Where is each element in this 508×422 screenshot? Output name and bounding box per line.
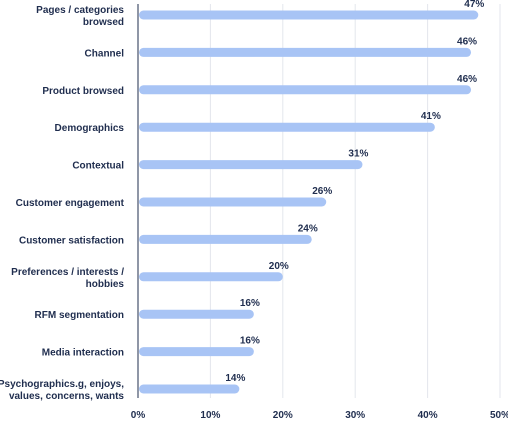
category-label-line: Media interaction bbox=[42, 348, 124, 359]
bar-value-label: 20% bbox=[269, 261, 289, 272]
bar-value-label: 16% bbox=[240, 336, 260, 347]
bar bbox=[139, 309, 254, 319]
bar-value-label: 41% bbox=[421, 111, 441, 122]
category-label-line: RFM segmentation bbox=[35, 310, 124, 321]
bar bbox=[139, 384, 240, 394]
category-label: Pages / categories browsed bbox=[36, 5, 124, 28]
gridlines bbox=[209, 4, 501, 398]
category-label-line: Product browsed bbox=[42, 86, 124, 97]
bar bbox=[139, 10, 479, 20]
category-label-line: Demographics bbox=[55, 123, 125, 134]
category-label-line: Pages / categories bbox=[36, 5, 124, 16]
category-label-line: Psychographics.g, enjoys, bbox=[0, 379, 124, 390]
category-label-line: Preferences / interests / bbox=[11, 267, 124, 278]
category-label-line: Contextual bbox=[72, 161, 124, 172]
category-label-line: values, concerns, wants bbox=[9, 391, 124, 402]
bar bbox=[139, 47, 472, 57]
x-axis-ticks: 0% 10% 20% 30% 40% 50% bbox=[131, 410, 508, 421]
x-tick-label: 50% bbox=[490, 410, 508, 421]
category-label-line: hobbies bbox=[86, 279, 125, 290]
category-label: Customer engagement bbox=[16, 198, 125, 209]
x-tick-label: 40% bbox=[418, 410, 438, 421]
category-label: Preferences / interests / hobbies bbox=[11, 267, 124, 290]
bar-value-label: 31% bbox=[348, 149, 368, 160]
bar-value-label: 14% bbox=[225, 373, 245, 384]
category-labels: Pages / categories browsed Channel Product … bbox=[0, 5, 125, 402]
bar-value-label: 16% bbox=[240, 298, 260, 309]
bars bbox=[139, 10, 479, 394]
x-tick-label: 10% bbox=[200, 410, 220, 421]
category-label-line: Channel bbox=[85, 48, 125, 59]
category-label: Channel bbox=[85, 48, 125, 59]
bar bbox=[139, 347, 254, 357]
bar bbox=[139, 122, 435, 132]
category-label-line: browsed bbox=[83, 17, 124, 28]
category-label: Demographics bbox=[55, 123, 125, 134]
x-tick-label: 20% bbox=[273, 410, 293, 421]
bar-value-label: 46% bbox=[457, 36, 477, 47]
bar-value-label: 47% bbox=[464, 0, 484, 10]
bar bbox=[139, 160, 363, 170]
bar-value-label: 24% bbox=[298, 223, 318, 234]
category-label: Contextual bbox=[72, 161, 124, 172]
category-label-line: Customer engagement bbox=[16, 198, 125, 209]
category-label: Customer satisfaction bbox=[19, 235, 124, 246]
category-label-line: Customer satisfaction bbox=[19, 235, 124, 246]
bar bbox=[139, 234, 312, 244]
category-label: Psychographics.g, enjoys, values, concern… bbox=[0, 379, 124, 402]
x-tick-label: 30% bbox=[345, 410, 365, 421]
x-tick-label: 0% bbox=[131, 410, 146, 421]
bar-value-label: 26% bbox=[312, 186, 332, 197]
bar bbox=[139, 197, 327, 207]
bar-value-label: 46% bbox=[457, 74, 477, 85]
value-labels: 47% 46% 46% 41% 31% 26% 24% 20% 16% 16% 14% bbox=[225, 0, 484, 384]
category-label: RFM segmentation bbox=[35, 310, 124, 321]
category-label: Media interaction bbox=[42, 348, 124, 359]
category-label: Product browsed bbox=[42, 86, 124, 97]
bar bbox=[139, 272, 283, 282]
bar bbox=[139, 85, 472, 95]
